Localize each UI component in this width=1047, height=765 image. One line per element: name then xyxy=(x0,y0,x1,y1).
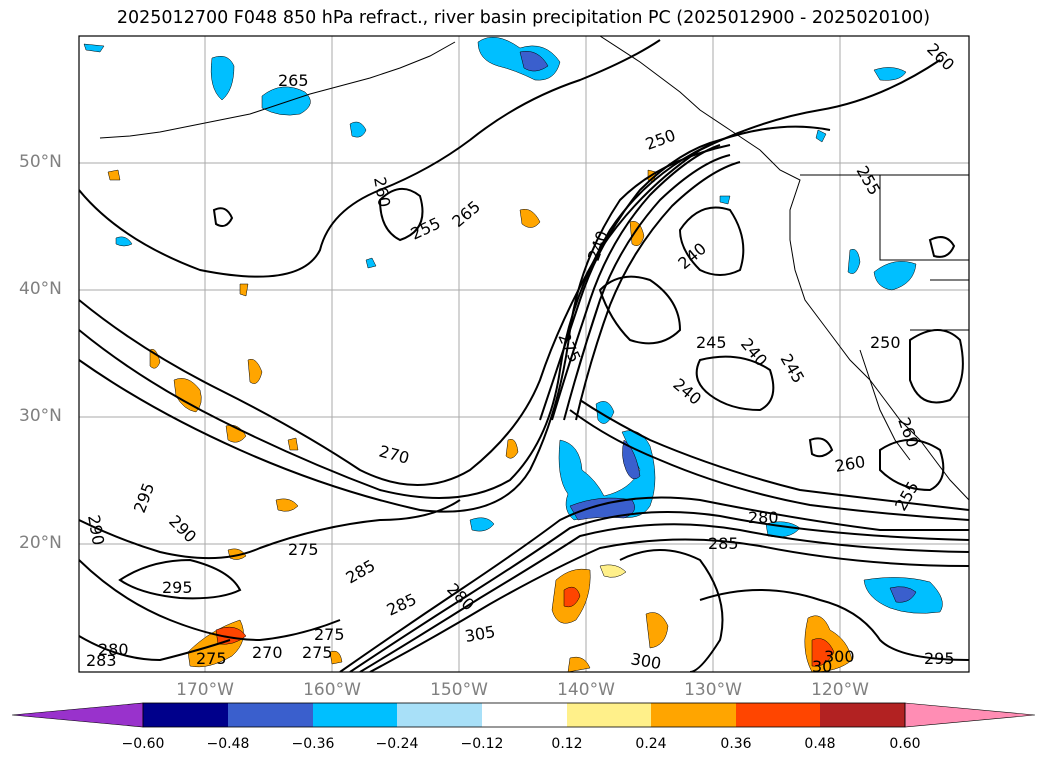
colorbar-bin xyxy=(820,703,905,727)
longitude-label: 160°W xyxy=(303,680,361,700)
contour-label: 295 xyxy=(924,649,955,668)
contour-label: 250 xyxy=(870,333,901,352)
precipitation-shading xyxy=(83,36,943,672)
colorbar-under-triangle xyxy=(11,702,144,728)
contour-label: 275 xyxy=(288,540,319,559)
colorbar-over-triangle xyxy=(904,702,1036,728)
contour-label: 300 xyxy=(824,647,855,666)
colorbar-tick-label: 0.36 xyxy=(720,736,752,752)
refractivity-contours xyxy=(79,39,969,672)
colorbar-tick-label: −0.60 xyxy=(121,736,165,752)
contour-label: 280 xyxy=(98,640,129,659)
latitude-label: 40°N xyxy=(19,279,62,299)
colorbar-tick-label: −0.36 xyxy=(291,736,335,752)
latitude-label: 30°N xyxy=(19,406,62,426)
colorbar-tick-label: 0.48 xyxy=(804,736,836,752)
contour-label: 270 xyxy=(252,643,283,662)
latitude-label: 50°N xyxy=(19,152,62,172)
colorbar-bin xyxy=(143,703,228,727)
contour-label: 275 xyxy=(314,625,345,644)
colorbar-bin xyxy=(736,703,820,727)
contour-label: 285 xyxy=(708,534,739,553)
longitude-label: 130°W xyxy=(684,680,742,700)
colorbar-tick-label: −0.48 xyxy=(206,736,250,752)
longitude-label: 140°W xyxy=(557,680,615,700)
contour-label: 275 xyxy=(196,649,227,668)
colorbar-tick-label: 0.60 xyxy=(889,736,921,752)
contour-label: 245 xyxy=(696,333,727,352)
contour-label: 30 xyxy=(812,657,832,676)
colorbar-bin xyxy=(482,703,567,727)
contour-label: 265 xyxy=(278,71,309,90)
colorbar-tick-label: −0.12 xyxy=(460,736,504,752)
contour-label: 295 xyxy=(162,578,193,597)
colorbar-tick-label: 0.12 xyxy=(551,736,583,752)
coastlines xyxy=(99,36,969,501)
colorbar-bin xyxy=(651,703,736,727)
colorbar-bin xyxy=(567,703,651,727)
contour-label: 275 xyxy=(302,643,333,662)
contour-label: 283 xyxy=(86,651,117,670)
colorbar-bin xyxy=(228,703,313,727)
colorbar-bin xyxy=(397,703,482,727)
colorbar-tick-label: 0.24 xyxy=(635,736,667,752)
colorbar-bin xyxy=(313,703,397,727)
longitude-label: 170°W xyxy=(176,680,234,700)
figure-title: 2025012700 F048 850 hPa refract., river … xyxy=(116,8,931,28)
longitude-label: 150°W xyxy=(430,680,488,700)
longitude-label: 120°W xyxy=(811,680,869,700)
map-border xyxy=(78,35,970,673)
colorbar xyxy=(11,702,1036,728)
contour-label: 280 xyxy=(748,508,779,527)
latitude-label: 20°N xyxy=(19,533,62,553)
colorbar-tick-label: −0.24 xyxy=(375,736,419,752)
